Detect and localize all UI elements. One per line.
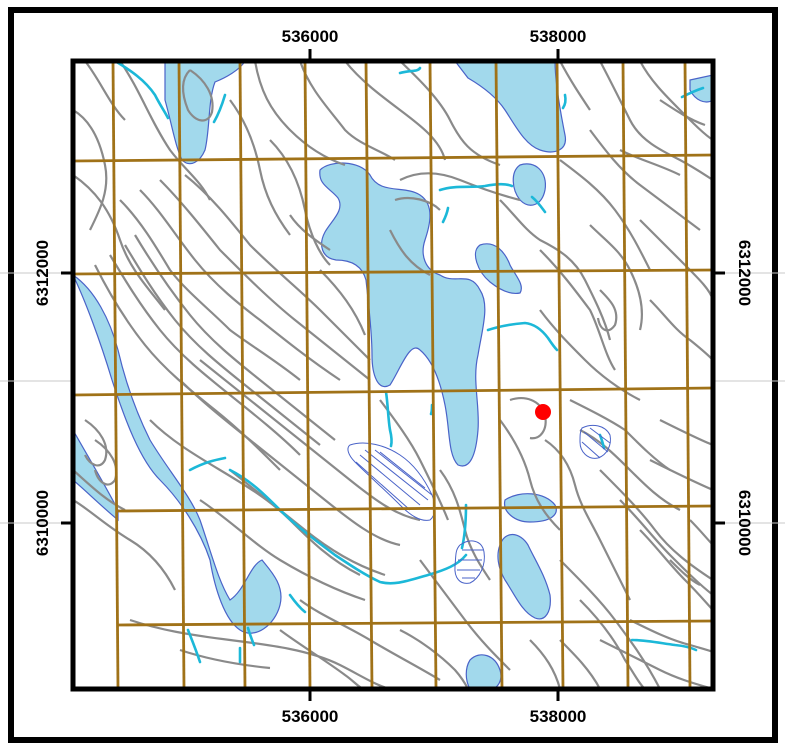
y-tick-right-2: 6310000 <box>735 490 754 556</box>
lake <box>497 533 551 620</box>
wetland <box>579 424 611 459</box>
x-tick-top-2: 538000 <box>530 27 587 46</box>
lake <box>73 274 282 634</box>
contour-lines <box>73 61 713 689</box>
wetland-areas <box>347 424 611 584</box>
y-tick-left-1: 6312000 <box>33 240 52 306</box>
wetland <box>454 540 485 584</box>
x-tick-bottom-2: 538000 <box>530 707 587 726</box>
lake <box>512 163 547 206</box>
wetland <box>347 442 436 521</box>
y-tick-left-2: 6310000 <box>33 490 52 556</box>
point-feature <box>535 404 551 420</box>
y-tick-right-1: 6312000 <box>735 240 754 306</box>
x-tick-bottom-1: 536000 <box>282 707 339 726</box>
lake <box>454 61 567 153</box>
map-frame <box>70 58 716 692</box>
tick-marks <box>61 49 725 701</box>
x-tick-top-1: 536000 <box>282 27 339 46</box>
lake <box>164 61 246 165</box>
grid-lines <box>73 61 713 689</box>
lake <box>465 654 502 689</box>
